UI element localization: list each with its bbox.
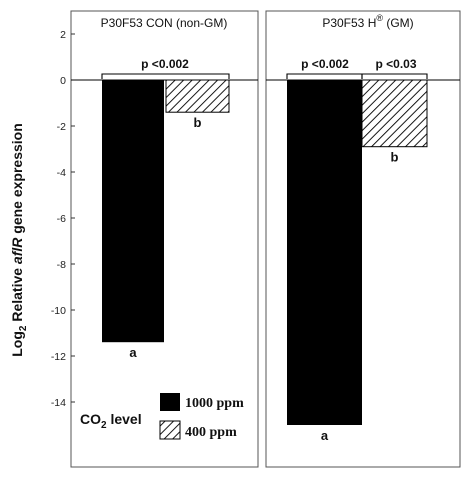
left-panel-frame: [70, 10, 259, 468]
legend: CO2 level 1000 ppm 400 ppm: [80, 393, 244, 440]
legend-swatch-400ppm: [159, 420, 181, 440]
y-tick-label: -14: [51, 397, 66, 409]
left-bracket: [101, 73, 230, 79]
left-p-value: p <0.002: [141, 57, 189, 71]
y-tick-label: -8: [57, 259, 66, 271]
bar-left-400ppm: [165, 79, 230, 113]
y-tick-label: -6: [57, 213, 66, 225]
right-p-value-2: p <0.03: [375, 57, 416, 71]
y-tick-label: -2: [57, 121, 66, 133]
group-letter-right-1000: a: [321, 428, 329, 443]
y-axis: 2 0 -2 -4 -6 -8 -10 -12 -14: [51, 29, 75, 409]
y-tick-label: -12: [51, 351, 66, 363]
right-panel-title: P30F53 H® (GM): [322, 13, 413, 30]
group-letter-left-400: b: [194, 115, 202, 130]
right-p-value-1: p <0.002: [301, 57, 349, 71]
right-panel-frame: [265, 10, 461, 468]
legend-title: CO2 level: [80, 411, 142, 431]
left-panel-title: P30F53 CON (non-GM): [101, 16, 228, 30]
y-axis-label: Log2 Relative aflR gene expression: [9, 123, 29, 357]
legend-label-1000ppm: 1000 ppm: [185, 396, 244, 411]
group-letter-left-1000: a: [129, 345, 137, 360]
legend-label-400ppm: 400 ppm: [185, 425, 237, 440]
legend-swatch-1000ppm: [160, 393, 180, 411]
bar-right-400ppm: [361, 79, 428, 148]
y-tick-label: 2: [60, 29, 66, 41]
right-bracket-1: [286, 73, 363, 79]
bar-left-1000ppm: [102, 80, 164, 343]
y-tick-label: 0: [60, 75, 66, 87]
group-letter-right-400: b: [391, 150, 399, 165]
right-bracket-2: [361, 73, 428, 79]
bar-right-1000ppm: [287, 80, 362, 425]
y-tick-label: -4: [57, 167, 66, 179]
y-tick-label: -10: [51, 305, 66, 317]
